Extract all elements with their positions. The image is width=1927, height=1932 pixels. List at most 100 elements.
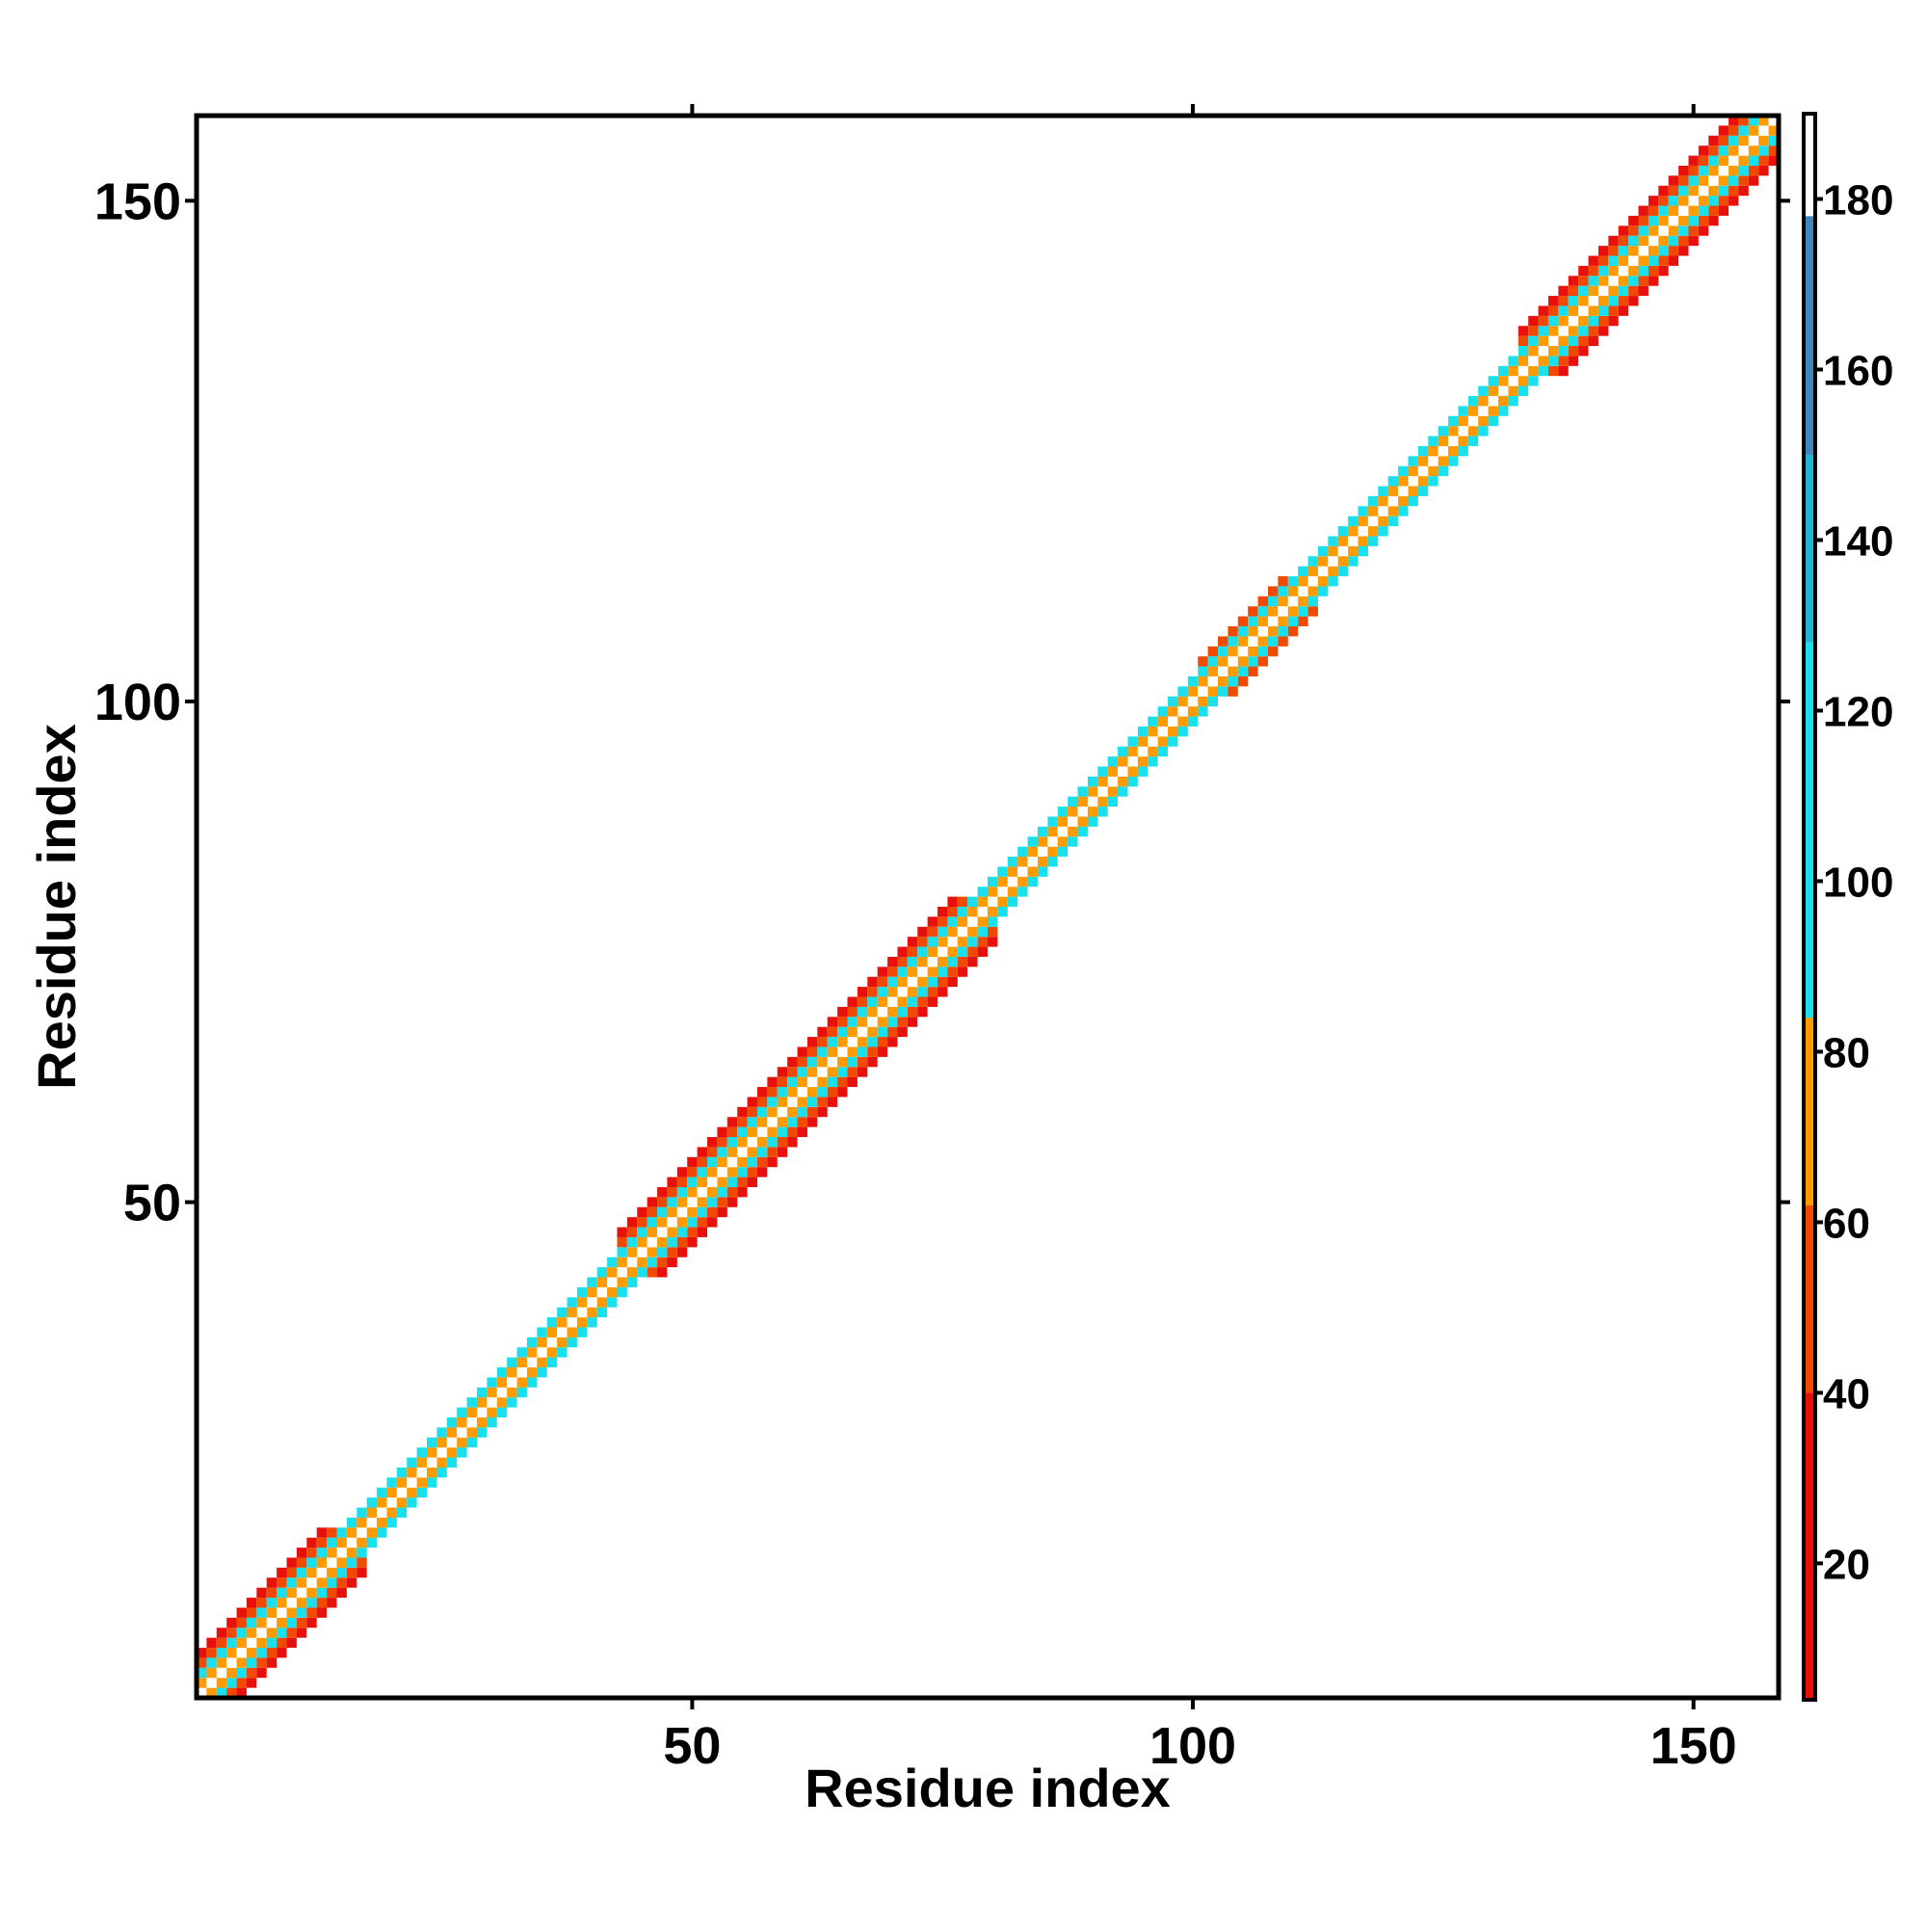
heatmap-cell <box>1168 696 1178 707</box>
heatmap-cell <box>1187 716 1199 727</box>
heatmap-cell <box>607 1267 618 1278</box>
heatmap-cell <box>266 1628 277 1638</box>
heatmap-cell <box>787 1087 798 1098</box>
heatmap-cell <box>1458 426 1468 437</box>
heatmap-cell <box>756 1117 768 1127</box>
heatmap-cell <box>1488 395 1499 407</box>
heatmap-cell <box>1547 326 1559 336</box>
heatmap-cell <box>1578 315 1589 327</box>
colorbar-frame <box>1802 112 1817 1702</box>
heatmap-cell <box>827 1026 838 1038</box>
heatmap-cell <box>988 876 998 887</box>
heatmap-cell <box>756 1097 768 1107</box>
heatmap-cell <box>756 1087 768 1098</box>
heatmap-cell <box>346 1537 357 1548</box>
heatmap-cell <box>1157 716 1169 727</box>
heatmap-cell <box>977 937 988 947</box>
heatmap-cell <box>1488 385 1499 396</box>
heatmap-cell <box>1668 246 1679 256</box>
heatmap-cell <box>997 907 1008 917</box>
heatmap-cell <box>1398 506 1409 516</box>
heatmap-cell <box>806 1087 818 1098</box>
heatmap-cell <box>557 1337 568 1348</box>
heatmap-cell <box>1198 686 1208 697</box>
heatmap-cell <box>847 1026 858 1038</box>
heatmap-cell <box>867 1017 878 1027</box>
heatmap-cell <box>777 1147 788 1157</box>
heatmap-cell <box>1608 255 1619 266</box>
colorbar-segment <box>1804 1392 1815 1700</box>
heatmap-cell <box>1628 225 1639 236</box>
heatmap-cell <box>897 1017 908 1027</box>
heatmap-cell <box>797 1067 807 1077</box>
heatmap-cell <box>1558 285 1569 297</box>
heatmap-cell <box>296 1587 307 1599</box>
heatmap-cell <box>797 1046 807 1057</box>
heatmap-cell <box>1057 846 1069 858</box>
heatmap-cell <box>997 876 1008 887</box>
heatmap-cell <box>436 1467 447 1478</box>
heatmap-cell <box>1708 135 1719 146</box>
heatmap-cell <box>947 896 958 907</box>
heatmap-cell <box>516 1367 527 1378</box>
heatmap-cell <box>827 1076 838 1088</box>
heatmap-cell <box>1658 185 1669 197</box>
heatmap-cell <box>817 1097 828 1107</box>
heatmap-cell <box>747 1106 757 1118</box>
colorbar-tick-label: 100 <box>1823 859 1893 906</box>
heatmap-cell <box>857 1056 868 1068</box>
heatmap-cell <box>1398 495 1409 507</box>
heatmap-cell <box>246 1598 257 1608</box>
heatmap-cell <box>927 916 938 927</box>
heatmap-cell <box>596 1307 608 1318</box>
heatmap-cell <box>286 1628 297 1638</box>
heatmap-cell <box>1618 265 1629 277</box>
heatmap-cell <box>1738 165 1749 176</box>
colorbar-tick-label: 160 <box>1823 347 1893 394</box>
heatmap-cell <box>216 1648 227 1658</box>
heatmap-cell <box>1107 766 1119 777</box>
heatmap-cell <box>1348 526 1359 537</box>
heatmap-cell <box>1317 576 1329 587</box>
heatmap-cell <box>947 926 958 938</box>
heatmap-cell <box>366 1537 378 1548</box>
heatmap-cell <box>1518 385 1529 396</box>
heatmap-cell <box>1678 205 1689 216</box>
heatmap-cell <box>1317 556 1329 567</box>
heatmap-cell <box>1227 646 1238 657</box>
heatmap-cell <box>867 996 878 1007</box>
heatmap-cell <box>676 1236 688 1248</box>
heatmap-cell <box>1618 285 1629 297</box>
heatmap-cell <box>256 1598 267 1608</box>
heatmap-cell <box>1298 586 1308 596</box>
heatmap-cell <box>1748 165 1759 176</box>
heatmap-cell <box>266 1648 277 1658</box>
heatmap-cell <box>1718 185 1729 197</box>
heatmap-cell <box>907 1006 918 1018</box>
heatmap-cell <box>957 916 968 927</box>
heatmap-cell <box>1047 846 1058 858</box>
heatmap-cell <box>737 1106 748 1118</box>
heatmap-cell <box>1668 175 1679 186</box>
heatmap-cell <box>657 1267 668 1278</box>
heatmap-cell <box>667 1257 677 1268</box>
heatmap-cell <box>1658 205 1669 216</box>
heatmap-cell <box>1729 116 1739 126</box>
heatmap-cells <box>197 116 1779 1698</box>
heatmap-cell <box>676 1186 688 1198</box>
heatmap-cell <box>516 1357 527 1368</box>
heatmap-cell <box>457 1437 467 1448</box>
heatmap-cell <box>1307 566 1318 577</box>
heatmap-cell <box>1738 146 1749 156</box>
heatmap-cell <box>1177 696 1188 707</box>
heatmap-cell <box>537 1337 547 1348</box>
heatmap-cell <box>1698 146 1709 156</box>
heatmap-cell <box>1608 315 1619 327</box>
heatmap-cell <box>937 907 948 917</box>
heatmap-cell <box>1118 756 1128 767</box>
heatmap-cell <box>1758 116 1769 126</box>
colorbar-tick-label: 20 <box>1823 1541 1870 1588</box>
heatmap-cell <box>767 1106 778 1118</box>
heatmap-cell <box>346 1517 357 1528</box>
heatmap-cell <box>1298 576 1308 587</box>
